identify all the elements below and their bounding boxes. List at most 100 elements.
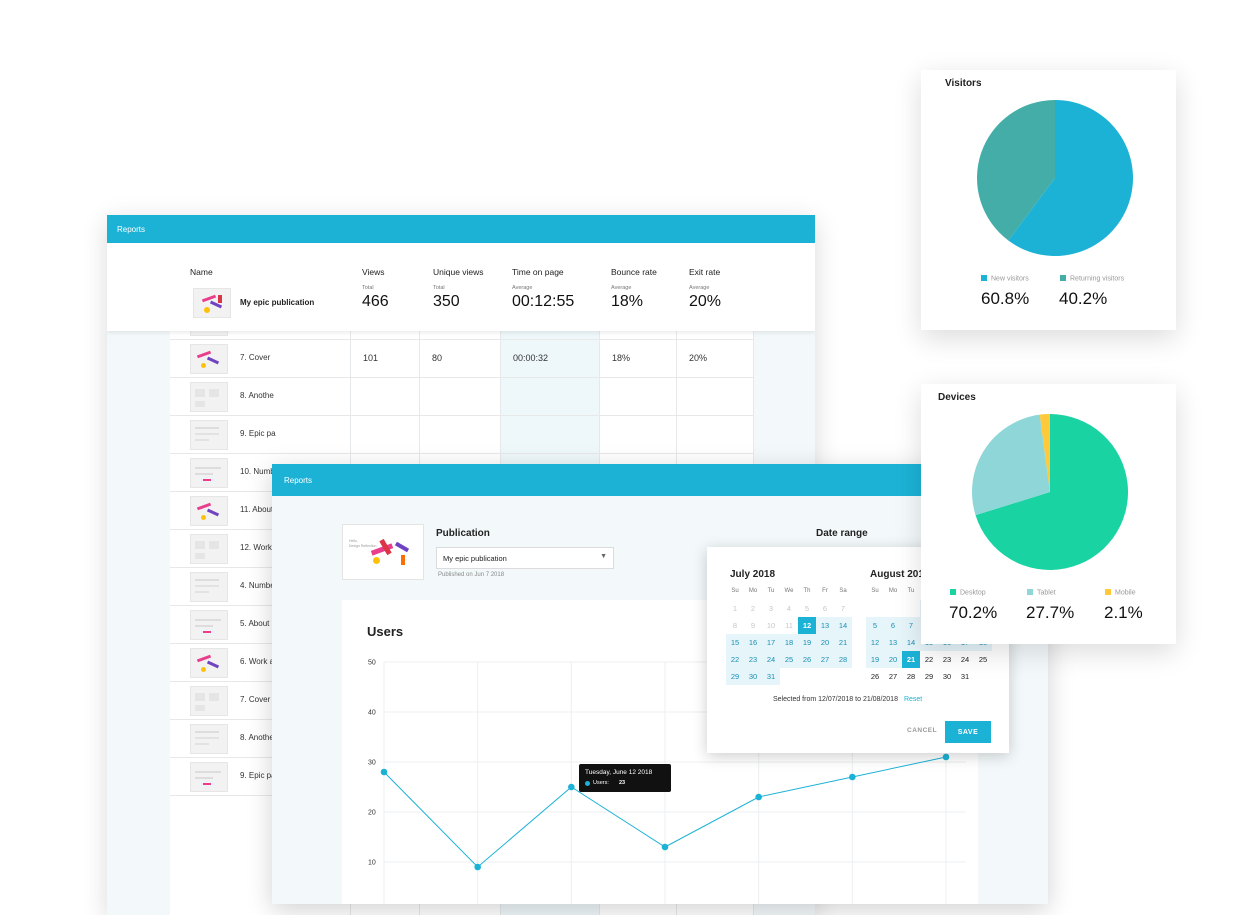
pie-slice-desktop: [975, 414, 1128, 570]
weekday-label: Mo: [888, 588, 898, 594]
page-thumbnail: [190, 420, 228, 450]
legend-swatch-icon: [981, 275, 987, 281]
save-button[interactable]: SAVE: [945, 721, 991, 743]
calendar-day[interactable]: 8: [732, 621, 738, 630]
visitors-title: Visitors: [945, 78, 982, 89]
calendar-day[interactable]: 1: [732, 604, 738, 613]
calendar-day[interactable]: 30: [942, 672, 952, 681]
calendar-day[interactable]: 26: [870, 672, 880, 681]
calendar-day[interactable]: 20: [816, 634, 834, 651]
bounce-average: 18%: [611, 293, 644, 310]
calendar-day[interactable]: 27: [816, 651, 834, 668]
column-header-name[interactable]: Name: [190, 267, 213, 277]
calendar-day[interactable]: 24: [960, 655, 970, 664]
data-point: [849, 773, 856, 781]
calendar-day[interactable]: 22: [726, 651, 744, 668]
calendar-day[interactable]: 18: [780, 634, 798, 651]
calendar-day[interactable]: 16: [744, 634, 762, 651]
calendar-day[interactable]: 2: [750, 604, 756, 613]
calendar-day[interactable]: 23: [942, 655, 952, 664]
column-header-exit-rate[interactable]: Exit rate: [689, 267, 721, 277]
pie-slice-tablet: [972, 414, 1050, 516]
views-total: 466: [362, 293, 389, 310]
month-title-august: August 2018: [870, 569, 930, 580]
window-title: Reports: [284, 476, 313, 485]
legend-new-visitors: New visitors: [981, 275, 1029, 283]
calendar-day[interactable]: 6: [822, 604, 828, 613]
calendar-day[interactable]: 12: [798, 617, 816, 634]
reports-header-bar: Reports: [107, 215, 815, 243]
calendar-day[interactable]: 27: [888, 672, 898, 681]
time-sub: Average: [512, 285, 533, 291]
calendar-day[interactable]: 3: [768, 604, 774, 613]
reset-link[interactable]: Reset: [903, 696, 923, 703]
calendar-day[interactable]: 6: [884, 617, 902, 634]
publication-label: Publication: [436, 528, 490, 539]
column-header-bounce-rate[interactable]: Bounce rate: [611, 267, 657, 277]
calendar-day[interactable]: 26: [798, 651, 816, 668]
page-thumbnail: [190, 686, 228, 716]
calendar-day[interactable]: 28: [906, 672, 916, 681]
page-thumbnail: [190, 724, 228, 754]
row-time: 00:00:32: [513, 353, 549, 363]
calendar-day[interactable]: 28: [834, 651, 852, 668]
calendar-day[interactable]: 19: [866, 651, 884, 668]
row-exit: 20%: [689, 353, 708, 363]
calendar-day[interactable]: 31: [762, 668, 780, 685]
calendar-day[interactable]: 29: [924, 672, 934, 681]
calendar-day[interactable]: 10: [766, 621, 776, 630]
row-name: 7. Cover: [240, 353, 271, 362]
cancel-button[interactable]: CANCEL: [901, 723, 943, 738]
column-header-time-on-page[interactable]: Time on page: [512, 267, 564, 277]
calendar-day[interactable]: 30: [744, 668, 762, 685]
views-sub: Total: [362, 285, 374, 291]
month-title-july: July 2018: [730, 569, 776, 580]
weekday-label: Fr: [822, 588, 828, 594]
returning-visitors-percent: 40.2%: [1059, 289, 1108, 308]
table-row[interactable]: 12. Work: [170, 529, 753, 568]
calendar-day[interactable]: 23: [744, 651, 762, 668]
row-name: 6. Work a: [240, 657, 275, 666]
calendar-day[interactable]: 13: [884, 634, 902, 651]
row-bounce: 18%: [612, 353, 631, 363]
calendar-day[interactable]: 19: [798, 634, 816, 651]
tooltip-value: 23: [619, 780, 626, 786]
row-name: 8. Anothe: [240, 391, 274, 400]
calendar-day[interactable]: 4: [786, 604, 792, 613]
calendar-day[interactable]: 17: [762, 634, 780, 651]
row-name: 12. Work: [240, 543, 272, 552]
weekday-label: Su: [731, 588, 739, 594]
calendar-day[interactable]: 31: [960, 672, 970, 681]
calendar-day[interactable]: 14: [902, 634, 920, 651]
calendar-day[interactable]: 9: [750, 621, 756, 630]
calendar-day[interactable]: 12: [866, 634, 884, 651]
calendar-day[interactable]: 25: [978, 655, 988, 664]
tablet-percent: 27.7%: [1026, 603, 1075, 622]
column-header-views[interactable]: Views: [362, 267, 385, 277]
calendar-day[interactable]: 21: [834, 634, 852, 651]
column-header-unique-views[interactable]: Unique views: [433, 267, 484, 277]
calendar-day[interactable]: 21: [902, 651, 920, 668]
calendar-day[interactable]: 22: [924, 655, 934, 664]
calendar-day[interactable]: 13: [816, 617, 834, 634]
table-row[interactable]: 9. Epic pa: [170, 415, 753, 454]
calendar-day[interactable]: 15: [726, 634, 744, 651]
weekday-label: Mo: [748, 588, 758, 594]
calendar-day[interactable]: 5: [866, 617, 884, 634]
table-row[interactable]: 7. Cover 101 80 00:00:32 18% 20%: [170, 339, 753, 378]
selected-to: 21/08/2018: [862, 696, 898, 703]
calendar-day[interactable]: 20: [884, 651, 902, 668]
row-name: 8. Anothe: [240, 733, 274, 742]
publication-select[interactable]: My epic publication ▼: [436, 547, 614, 569]
calendar-day[interactable]: 7: [840, 604, 846, 613]
calendar-day[interactable]: 7: [902, 617, 920, 634]
table-row[interactable]: 8. Anothe: [170, 377, 753, 416]
chevron-down-icon: ▼: [600, 553, 607, 560]
calendar-day[interactable]: 24: [762, 651, 780, 668]
calendar-day[interactable]: 11: [785, 621, 793, 630]
exit-sub: Average: [689, 285, 710, 291]
calendar-day[interactable]: 5: [804, 604, 810, 613]
calendar-day[interactable]: 14: [834, 617, 852, 634]
calendar-day[interactable]: 29: [726, 668, 744, 685]
calendar-day[interactable]: 25: [780, 651, 798, 668]
